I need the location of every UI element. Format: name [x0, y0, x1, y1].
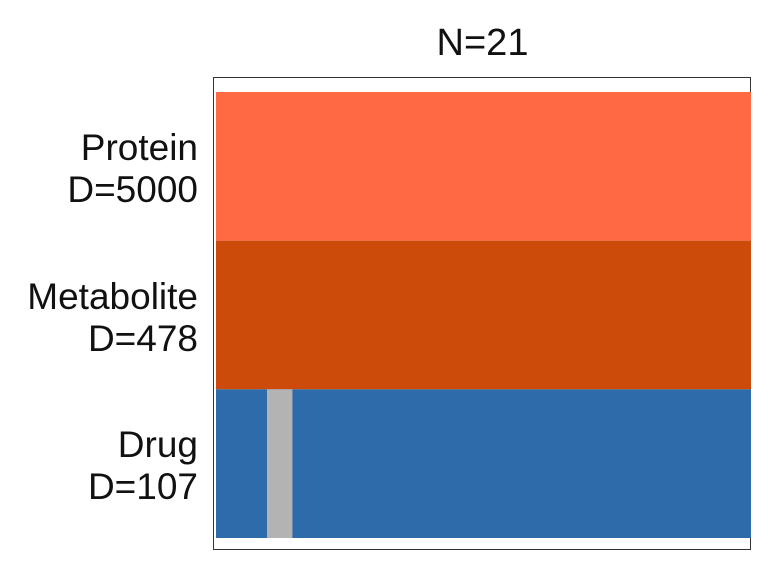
row-name: Metabolite: [27, 276, 198, 317]
heatmap-row-protein: [216, 92, 751, 241]
heatmap-row-metabolite: [216, 240, 751, 390]
row-dim: D=107: [87, 466, 198, 507]
row-dim: D=478: [87, 318, 198, 359]
row-name: Protein: [80, 127, 198, 168]
row-name: Drug: [117, 424, 198, 465]
heatmap-missing-cell: [266, 389, 293, 538]
heatmap-row-drug: [216, 389, 751, 538]
chart-title: N=21: [436, 22, 529, 64]
row-label-protein: Protein D=5000: [67, 127, 198, 211]
row-label-metabolite: Metabolite D=478: [27, 276, 198, 360]
row-label-drug: Drug D=107: [88, 424, 198, 508]
row-dim: D=5000: [67, 169, 198, 210]
